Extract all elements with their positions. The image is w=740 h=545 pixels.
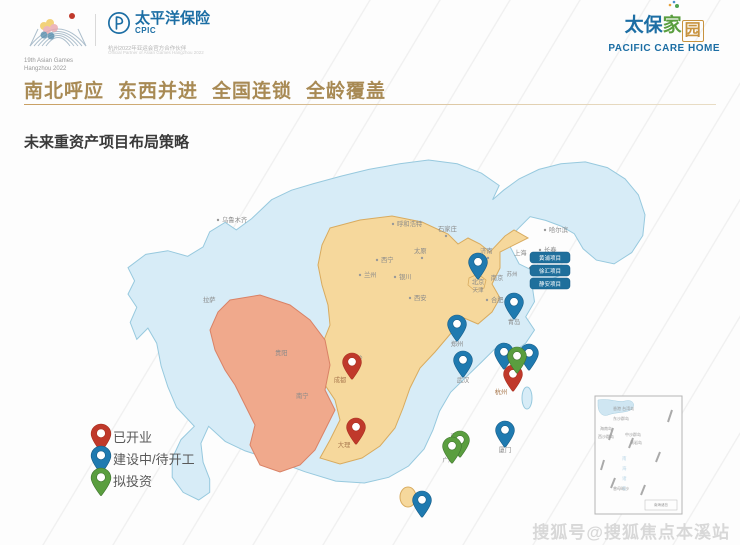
svg-text:哈尔滨: 哈尔滨 xyxy=(549,225,569,234)
svg-text:大理: 大理 xyxy=(338,440,351,449)
svg-text:合肥: 合肥 xyxy=(491,295,504,304)
svg-text:呼和浩特: 呼和浩特 xyxy=(397,219,423,228)
svg-text:西沙群岛: 西沙群岛 xyxy=(598,433,614,439)
svg-text:拉萨: 拉萨 xyxy=(203,295,216,304)
svg-text:徐汇项目: 徐汇项目 xyxy=(539,267,561,275)
svg-text:贵阳: 贵阳 xyxy=(275,348,288,357)
svg-text:中沙群岛: 中沙群岛 xyxy=(625,431,641,437)
svg-text:西安: 西安 xyxy=(414,293,427,302)
svg-text:天津: 天津 xyxy=(472,287,484,294)
svg-text:黄浦项目: 黄浦项目 xyxy=(539,254,561,262)
svg-text:已开业: 已开业 xyxy=(113,430,152,445)
svg-text:黄岩岛: 黄岩岛 xyxy=(630,439,642,445)
svg-text:苏州: 苏州 xyxy=(506,270,517,278)
svg-text:东沙群岛: 东沙群岛 xyxy=(613,415,629,421)
svg-text:银川: 银川 xyxy=(399,272,412,281)
svg-text:海: 海 xyxy=(622,465,627,472)
svg-text:杭州: 杭州 xyxy=(495,387,508,396)
svg-text:西宁: 西宁 xyxy=(381,255,394,264)
svg-text:静安项目: 静安项目 xyxy=(539,280,561,288)
svg-text:曾母暗沙: 曾母暗沙 xyxy=(613,485,629,491)
svg-text:岛: 岛 xyxy=(622,485,627,492)
svg-text:石家庄: 石家庄 xyxy=(438,224,457,233)
svg-text:海南岛: 海南岛 xyxy=(600,425,612,431)
svg-text:香港 台湾岛: 香港 台湾岛 xyxy=(613,405,634,411)
svg-text:南: 南 xyxy=(622,455,627,461)
svg-text:南京: 南京 xyxy=(491,273,504,282)
svg-text:乌鲁木齐: 乌鲁木齐 xyxy=(222,215,248,224)
svg-text:成都: 成都 xyxy=(334,375,347,384)
svg-text:上海: 上海 xyxy=(514,248,527,257)
svg-text:拟投资: 拟投资 xyxy=(113,474,152,489)
svg-text:兰州: 兰州 xyxy=(364,270,377,279)
svg-text:建设中/待开工: 建设中/待开工 xyxy=(113,452,195,467)
svg-text:南宁: 南宁 xyxy=(296,391,309,400)
svg-text:太原: 太原 xyxy=(414,246,427,255)
svg-text:南海诸岛: 南海诸岛 xyxy=(654,502,668,507)
